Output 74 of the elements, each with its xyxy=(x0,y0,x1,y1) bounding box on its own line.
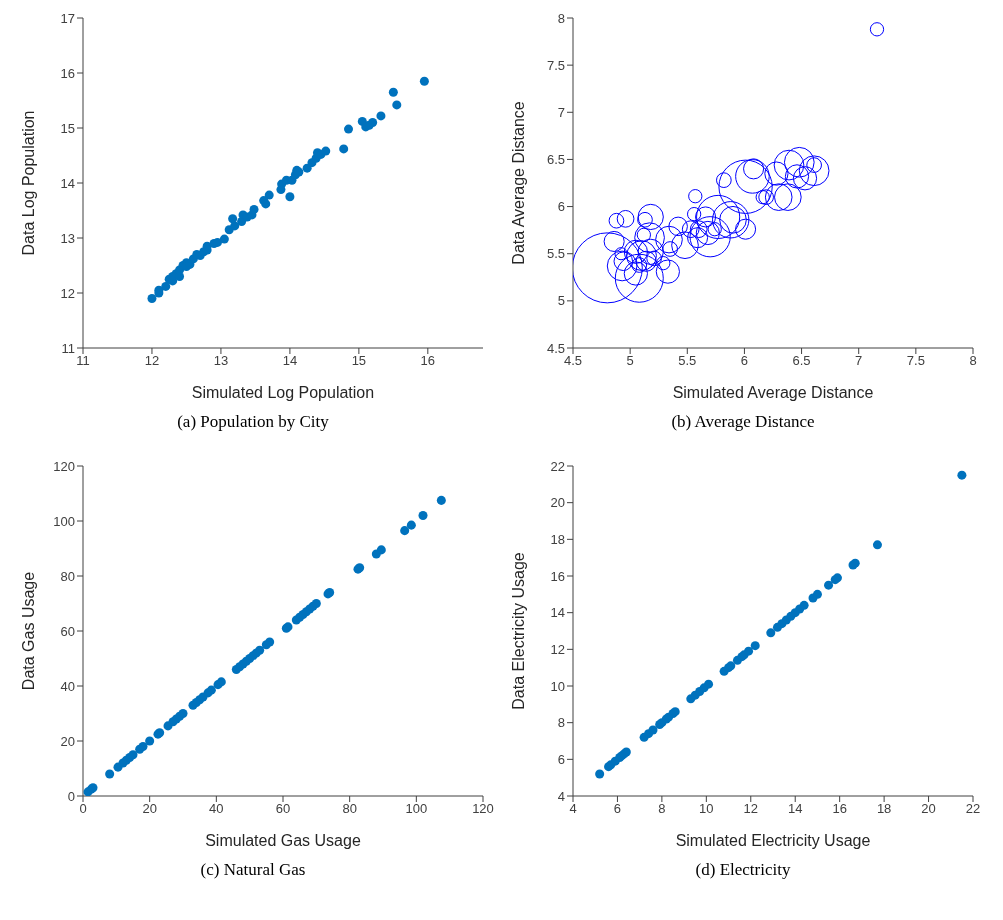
text: (d) Electricity xyxy=(695,860,791,880)
x-axis-title: Simulated Gas Usage xyxy=(205,832,361,849)
y-tick-label: 20 xyxy=(60,733,75,749)
y-tick-label: 16 xyxy=(60,65,75,81)
y-tick-label: 17 xyxy=(60,10,75,26)
y-tick-label: 7.5 xyxy=(546,57,565,73)
x-tick-label: 10 xyxy=(699,801,714,817)
x-tick-label: 8 xyxy=(969,353,977,369)
x-tick-label: 80 xyxy=(342,801,357,817)
y-tick-label: 80 xyxy=(60,568,75,584)
x-axis-title: Simulated Average Distance xyxy=(672,384,874,401)
y-tick-label: 5 xyxy=(557,293,565,309)
x-tick-label: 6 xyxy=(740,353,749,369)
y-tick-label: 8 xyxy=(557,715,565,731)
text: (a) Population by City xyxy=(177,412,329,432)
y-tick-label: 6.5 xyxy=(546,152,565,168)
x-tick-label: 4 xyxy=(569,801,577,817)
x-tick-label: 40 xyxy=(209,801,224,817)
x-tick-label: 15 xyxy=(351,353,367,369)
y-tick-label: 6 xyxy=(557,751,565,767)
y-tick-label: 60 xyxy=(60,623,75,639)
y-tick-label: 100 xyxy=(53,513,75,529)
x-tick-label: 22 xyxy=(965,801,981,817)
y-tick-label: 15 xyxy=(60,120,75,136)
y-axis-title: Data Electricity Usage xyxy=(509,552,527,710)
x-tick-label: 5.5 xyxy=(678,353,697,369)
y-tick-label: 7 xyxy=(557,104,565,120)
x-tick-label: 14 xyxy=(282,353,298,369)
y-tick-label: 14 xyxy=(60,175,75,191)
x-tick-label: 14 xyxy=(787,801,803,817)
x-tick-label: 18 xyxy=(876,801,892,817)
y-tick-label: 16 xyxy=(550,568,565,584)
x-tick-label: 20 xyxy=(921,801,936,817)
y-tick-label: 4.5 xyxy=(546,340,565,356)
y-tick-label: 4 xyxy=(557,788,565,804)
x-tick-label: 60 xyxy=(275,801,291,817)
y-tick-label: 18 xyxy=(550,531,565,547)
y-axis-title: Data Log Population xyxy=(19,110,37,256)
y-tick-label: 12 xyxy=(550,641,565,657)
y-tick-label: 12 xyxy=(60,285,75,301)
x-tick-label: 11 xyxy=(76,353,90,369)
y-tick-label: 40 xyxy=(60,678,75,694)
x-tick-label: 12 xyxy=(144,353,160,369)
y-tick-label: 20 xyxy=(550,495,565,511)
x-tick-label: 7.5 xyxy=(906,353,925,369)
x-tick-label: 8 xyxy=(658,801,666,817)
x-tick-label: 5 xyxy=(626,353,634,369)
y-tick-label: 0 xyxy=(67,788,75,804)
x-tick-label: 6.5 xyxy=(792,353,811,369)
x-tick-label: 20 xyxy=(142,801,157,817)
y-tick-label: 11 xyxy=(61,340,75,356)
x-tick-label: 13 xyxy=(213,353,229,369)
y-tick-label: 22 xyxy=(550,458,565,474)
x-tick-label: 7 xyxy=(855,353,863,369)
x-axis-title: Simulated Log Population xyxy=(191,384,375,401)
y-tick-label: 5.5 xyxy=(546,246,565,262)
y-axis-title: Data Gas Usage xyxy=(19,571,37,691)
y-tick-label: 13 xyxy=(60,230,75,246)
x-tick-label: 16 xyxy=(832,801,847,817)
y-axis-title: Data Average Distance xyxy=(509,101,527,265)
x-tick-label: 120 xyxy=(472,801,494,817)
x-tick-label: 12 xyxy=(743,801,759,817)
x-tick-label: 16 xyxy=(420,353,436,369)
y-tick-label: 120 xyxy=(53,458,75,474)
y-tick-label: 14 xyxy=(550,605,565,621)
text: (c) Natural Gas xyxy=(200,860,306,880)
x-tick-label: 0 xyxy=(79,801,87,817)
x-tick-label: 100 xyxy=(405,801,428,817)
x-axis-title: Simulated Electricity Usage xyxy=(675,832,871,849)
text: (b) Average Distance xyxy=(671,412,815,432)
y-tick-label: 8 xyxy=(557,10,565,26)
y-tick-label: 6 xyxy=(557,199,565,215)
y-tick-label: 10 xyxy=(550,678,565,694)
x-tick-label: 6 xyxy=(613,801,622,817)
